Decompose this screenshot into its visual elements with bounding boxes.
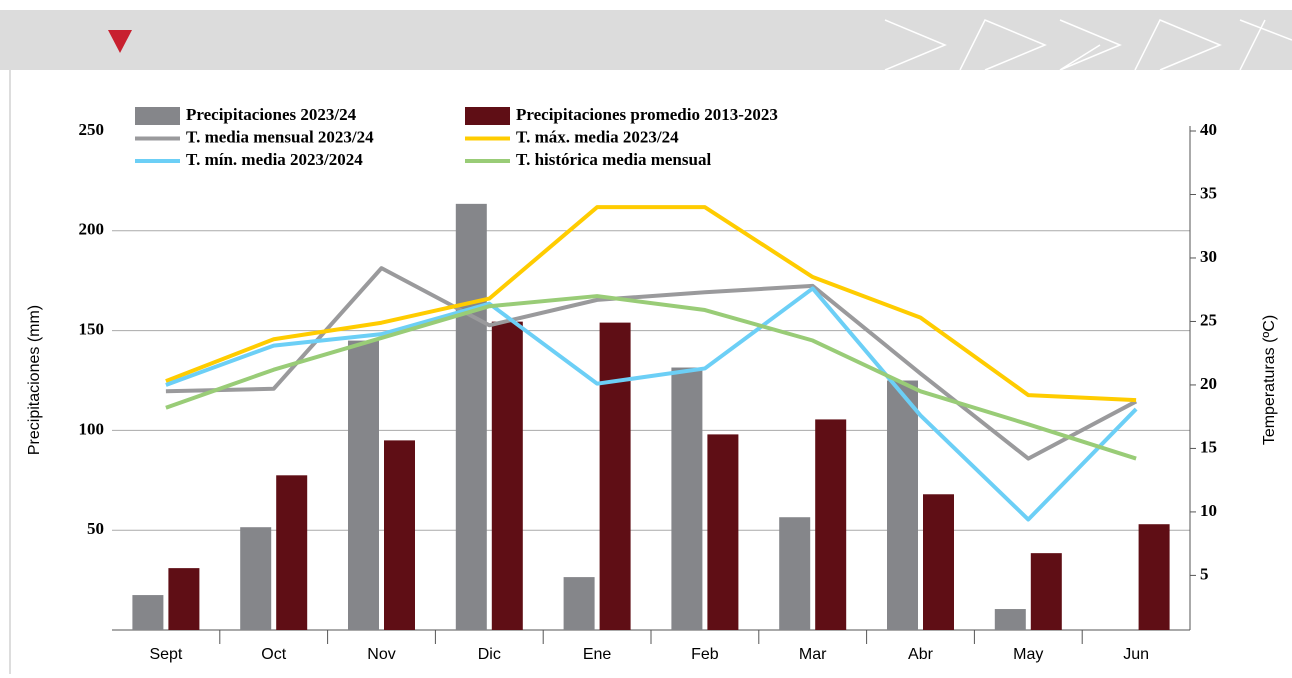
line-series — [165, 205, 1137, 403]
legend-label: Precipitaciones promedio 2013-2023 — [516, 105, 778, 124]
bar — [1138, 524, 1170, 630]
bar — [384, 440, 415, 630]
x-tick-label: Feb — [691, 646, 719, 663]
bar — [455, 203, 487, 630]
x-tick-label: May — [1013, 646, 1043, 663]
y2-tick-label: 20 — [1200, 374, 1217, 393]
y-tick-label: 150 — [79, 320, 105, 339]
y2-tick-label: 30 — [1200, 247, 1217, 266]
line-series — [165, 286, 1138, 522]
legend-label: T. histórica media mensual — [516, 150, 711, 169]
bar — [168, 568, 200, 630]
bar — [348, 340, 379, 630]
bar — [815, 419, 847, 630]
legend-label: Precipitaciones 2023/24 — [186, 105, 357, 124]
y-tick-label: 100 — [79, 419, 105, 438]
bar — [599, 322, 631, 630]
x-tick-label: Sept — [149, 646, 182, 663]
bar — [707, 434, 739, 630]
x-tick-label: Ene — [583, 646, 612, 663]
legend-label: T. mín. media 2023/2024 — [186, 150, 363, 169]
x-tick-label: Nov — [367, 646, 395, 663]
y2-tick-label: 40 — [1200, 120, 1217, 139]
bar — [671, 367, 703, 630]
x-tick-label: Jun — [1123, 646, 1149, 663]
x-tick-label: Oct — [261, 646, 286, 663]
bar — [994, 609, 1026, 630]
y2-tick-label: 35 — [1200, 183, 1217, 202]
x-tick-label: Abr — [908, 646, 934, 663]
bar — [1030, 553, 1062, 630]
legend-label: T. máx. media 2023/24 — [516, 127, 679, 146]
bar — [563, 577, 595, 630]
header-marker — [108, 30, 132, 53]
bar — [887, 380, 918, 630]
bar — [779, 517, 811, 630]
bar — [491, 321, 523, 630]
legend-swatch — [135, 107, 180, 125]
bar — [240, 527, 272, 630]
line-series — [165, 266, 1138, 461]
y2-tick-label: 5 — [1200, 564, 1209, 583]
bar — [923, 494, 954, 630]
y2-tick-label: 15 — [1200, 437, 1217, 456]
bar — [276, 475, 308, 630]
line-series — [165, 294, 1137, 461]
header-decoration — [884, 19, 1292, 71]
y-tick-label: 200 — [79, 220, 105, 239]
y-axis-title: Precipitaciones (mm) — [26, 305, 43, 455]
legend-swatch — [465, 107, 510, 125]
y2-axis-title: Temperaturas (ºC) — [1261, 315, 1278, 445]
y2-tick-label: 10 — [1200, 501, 1217, 520]
y-tick-label: 50 — [87, 519, 104, 538]
x-tick-label: Dic — [478, 646, 501, 663]
x-tick-label: Mar — [799, 646, 827, 663]
header-band — [0, 10, 1292, 70]
y2-tick-label: 25 — [1200, 310, 1217, 329]
y-tick-label: 250 — [79, 120, 105, 139]
legend-label: T. media mensual 2023/24 — [186, 127, 374, 146]
bar — [132, 595, 164, 630]
